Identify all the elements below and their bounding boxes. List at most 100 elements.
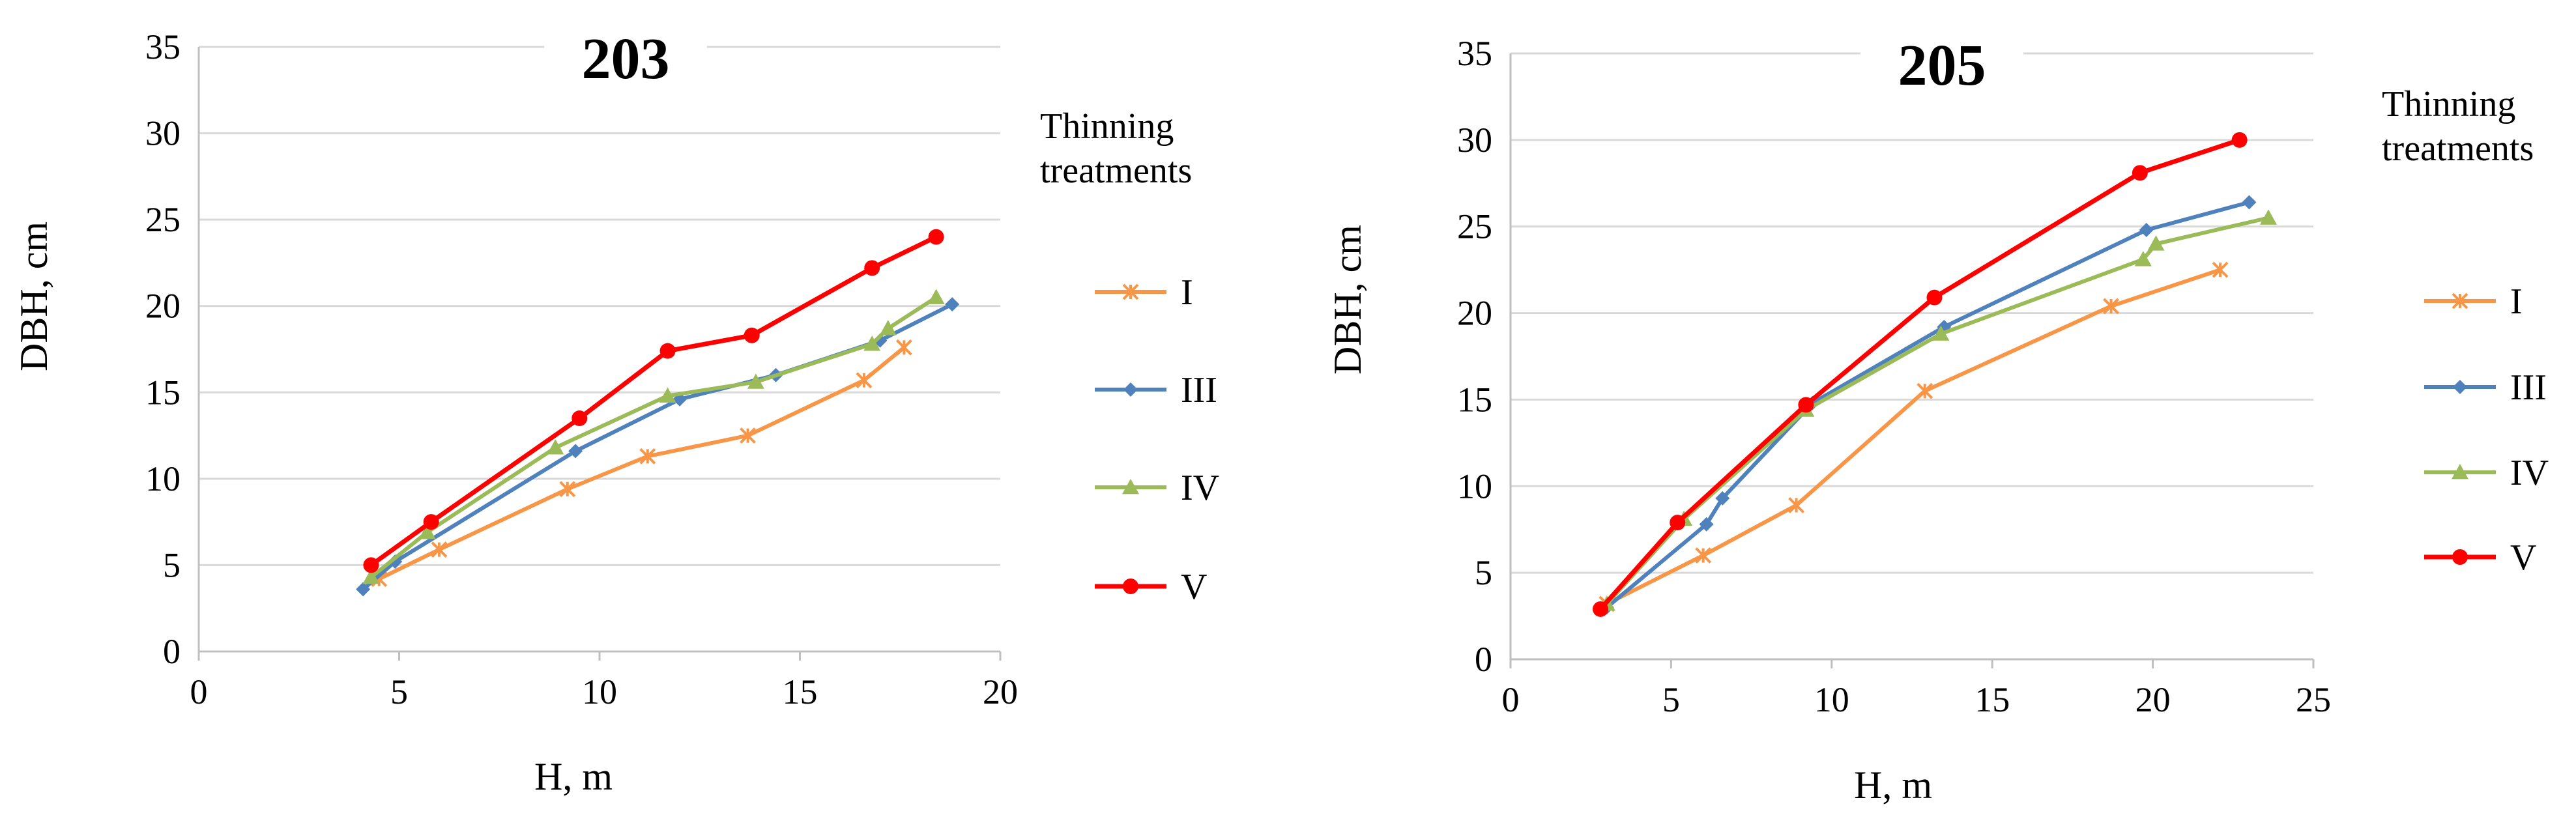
data-point-I: [2212, 261, 2229, 278]
y-tick-label: 0: [1475, 640, 1492, 679]
data-point-I: [1788, 497, 1805, 513]
data-point-IV: [2260, 209, 2278, 225]
data-point-V: [2231, 132, 2248, 148]
x-tick-label: 20: [2135, 680, 2171, 719]
data-point-I: [740, 427, 756, 444]
legend-label-III: III: [1181, 370, 1217, 410]
y-tick-label: 20: [145, 287, 181, 326]
series-line-I: [1606, 268, 2221, 606]
y-tick-label: 5: [1475, 553, 1492, 592]
data-point-V: [744, 327, 760, 343]
data-point-I: [559, 481, 576, 498]
data-point-V: [659, 343, 676, 359]
chart-205-series: [1592, 132, 2278, 617]
chart-203-legend-title-line1: Thinning: [1040, 106, 1174, 147]
data-point-I: [639, 448, 656, 465]
legend-label-III: III: [2510, 367, 2547, 408]
x-tick-label: 0: [190, 672, 208, 711]
data-point-I: [895, 339, 912, 356]
y-tick-label: 15: [145, 373, 181, 412]
chart-203-tick-labels: 0 5 10 15 20 25 30 35 0 5 10 15 20: [145, 27, 1018, 711]
chart-203-legend-title-line2: treatments: [1040, 150, 1192, 191]
x-tick-label: 10: [582, 672, 617, 711]
y-tick-label: 10: [145, 459, 181, 498]
data-point-III: [1715, 491, 1730, 506]
chart-203-y-axis-title: DBH, cm: [12, 222, 55, 371]
y-tick-label: 35: [1457, 34, 1492, 73]
data-point-III: [356, 582, 371, 597]
data-point-III: [388, 554, 403, 569]
y-tick-label: 30: [145, 114, 181, 153]
data-point-IV: [879, 320, 897, 336]
data-point-V: [423, 514, 439, 530]
x-tick-label: 15: [783, 672, 818, 711]
data-point-IV: [2134, 251, 2152, 266]
data-point-IV: [362, 568, 380, 584]
legend-marker-I: [2452, 293, 2468, 309]
y-tick-label: 10: [1457, 466, 1492, 506]
chart-205-y-axis-title: DBH, cm: [1326, 225, 1369, 375]
chart-205-tick-labels: 0 5 10 15 20 25 30 35 0 5 10 15 20 25: [1457, 34, 2331, 719]
chart-203-series: [356, 229, 960, 597]
x-tick-label: 10: [1814, 680, 1849, 719]
data-point-III: [1699, 517, 1714, 532]
chart-205-legend-title-line2: treatments: [2382, 128, 2534, 169]
data-point-I: [856, 372, 873, 389]
series-line-III: [1605, 200, 2250, 609]
data-point-IV: [2147, 235, 2165, 251]
data-point-V: [2132, 165, 2148, 181]
data-point-V: [864, 260, 880, 276]
data-point-V: [928, 229, 944, 245]
legend-marker-III: [2453, 380, 2467, 394]
data-point-IV: [1932, 325, 1950, 341]
data-point-IV: [747, 373, 764, 389]
x-tick-label: 20: [983, 672, 1018, 711]
y-tick-label: 15: [1457, 380, 1492, 419]
y-tick-label: 20: [1457, 294, 1492, 333]
legend-label-I: I: [1181, 272, 1193, 313]
data-point-I: [431, 541, 448, 558]
series-line-IV: [1605, 216, 2269, 605]
data-point-IV: [927, 289, 945, 304]
data-point-I: [2103, 298, 2119, 315]
series-line-IV: [369, 295, 938, 579]
data-point-IV: [863, 336, 881, 351]
x-tick-label: 5: [390, 672, 408, 711]
data-point-I: [1695, 547, 1712, 564]
data-point-III: [945, 297, 960, 312]
y-tick-label: 30: [1457, 121, 1492, 160]
y-tick-label: 35: [145, 27, 181, 66]
chart-203-title: 203: [582, 27, 670, 91]
data-point-IV: [659, 387, 676, 403]
legend-label-I: I: [2510, 281, 2523, 322]
x-tick-label: 5: [1662, 680, 1680, 719]
y-tick-label: 25: [145, 200, 181, 239]
chart-205-gridlines: [1509, 52, 2315, 668]
legend-marker-V: [1123, 579, 1138, 594]
legend-marker-IV: [2452, 464, 2468, 479]
y-tick-label: 0: [163, 632, 181, 671]
title-background: [1860, 34, 2023, 106]
x-tick-label: 25: [2296, 680, 2331, 719]
data-point-III: [2242, 195, 2257, 210]
y-tick-label: 25: [1457, 207, 1492, 246]
legend-label-V: V: [1181, 567, 1207, 607]
chart-205-legend-title-line1: Thinning: [2382, 84, 2515, 124]
chart-205-title: 205: [1898, 33, 1986, 98]
chart-205: 0 5 10 15 20 25 30 35 0 5 10 15 20 25 205 H, m DBH, c…: [1326, 33, 2549, 807]
data-point-V: [572, 410, 588, 427]
data-point-V: [1592, 601, 1608, 617]
chart-203-x-axis-title: H, m: [534, 755, 613, 798]
legend-marker-IV: [1122, 479, 1139, 494]
chart-203-legend-title: Thinning treatments: [1040, 106, 1192, 191]
data-point-IV: [547, 439, 564, 455]
chart-203-gridlines: [197, 46, 1002, 661]
x-tick-label: 15: [1975, 680, 2010, 719]
data-point-V: [1798, 397, 1814, 413]
legend-label-IV: IV: [2510, 453, 2549, 493]
data-point-I: [1917, 382, 1933, 399]
